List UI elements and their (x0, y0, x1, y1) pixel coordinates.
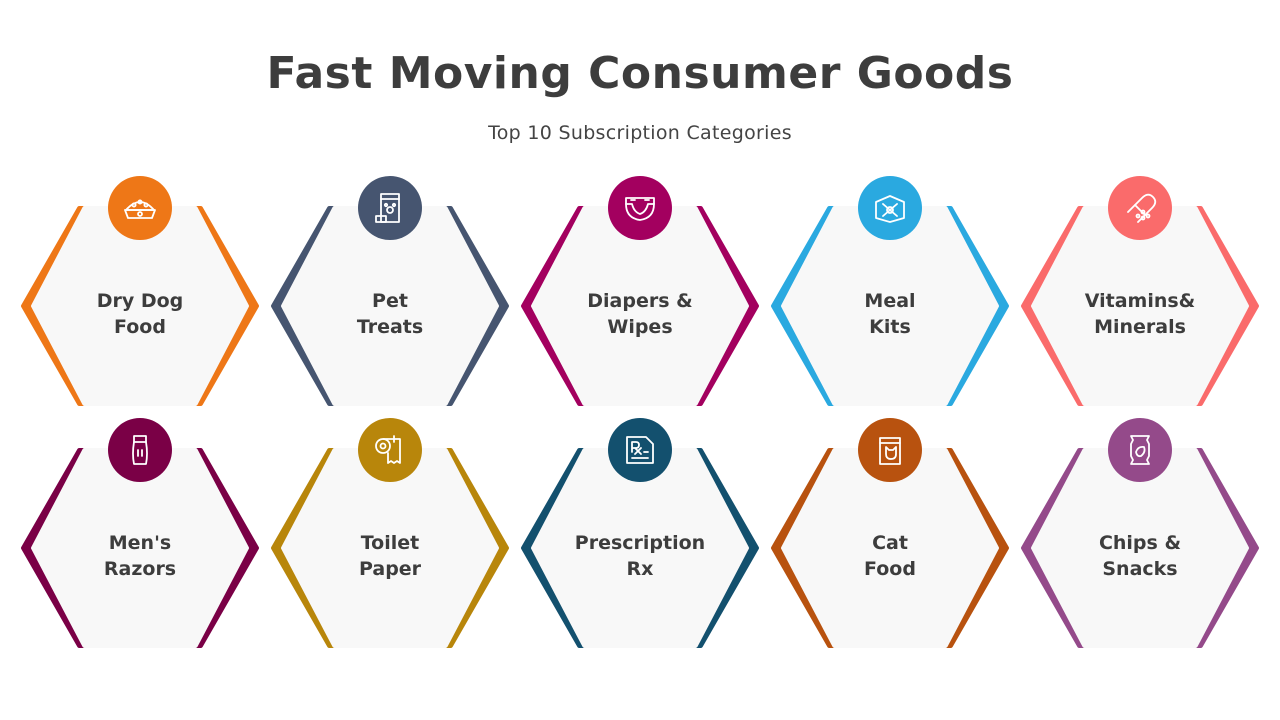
category-icon-badge (858, 418, 922, 482)
meal-kit-box-icon (875, 195, 905, 223)
category-card-cat-food: Cat Food (770, 418, 1010, 658)
hexagon-frame (1021, 206, 1259, 406)
category-label-line1: Men's (108, 532, 172, 554)
category-icon-badge (108, 176, 172, 240)
hexagon-frame (21, 206, 259, 406)
category-label-line1: Dry Dog (96, 290, 184, 312)
category-card-chips-snacks: Chips & Snacks (1020, 418, 1260, 658)
hexagon-frame (271, 206, 509, 406)
category-label: Vitamins& Minerals (1060, 288, 1220, 340)
category-label-line2: Wipes (607, 316, 673, 338)
category-label: Chips & Snacks (1060, 530, 1220, 582)
capsule-pills-icon (1127, 193, 1157, 223)
category-card-vitamins-minerals: Vitamins& Minerals (1020, 176, 1260, 416)
category-card-meal-kits: Meal Kits (770, 176, 1010, 416)
category-label-line2: Paper (358, 558, 422, 580)
page-subtitle: Top 10 Subscription Categories (488, 122, 792, 144)
category-label-line2: Food (864, 558, 916, 580)
category-label-line1: Cat (872, 532, 908, 554)
category-label-line1: Chips & (1098, 532, 1182, 554)
category-label-line1: Vitamins& (1084, 290, 1196, 312)
hexagon-frame (771, 448, 1009, 648)
category-icon-badge (358, 176, 422, 240)
electric-razor-icon (132, 435, 148, 465)
hexagon-frame (21, 448, 259, 648)
category-label-line2: Treats (356, 316, 424, 338)
category-label-line1: Pet (372, 290, 408, 312)
category-label: Dry Dog Food (60, 288, 220, 340)
category-icon-badge (358, 418, 422, 482)
category-label: Prescription Rx (560, 530, 720, 582)
category-label: Meal Kits (810, 288, 970, 340)
category-label-line2: Kits (869, 316, 911, 338)
dog-food-bowl-icon (124, 199, 156, 219)
category-card-diapers-wipes: Diapers & Wipes (520, 176, 760, 416)
category-label-line1: Toilet (360, 532, 420, 554)
category-label-line1: Diapers & (587, 290, 693, 312)
category-label-line2: Razors (103, 558, 177, 580)
category-card-toilet-paper: Toilet Paper (270, 418, 510, 658)
category-label-line2: Food (114, 316, 166, 338)
category-label-line1: Prescription (574, 532, 706, 554)
category-card-prescription-rx: Prescription Rx (520, 418, 760, 658)
hexagon-frame (521, 448, 759, 648)
category-icon-badge (858, 176, 922, 240)
category-label-line2: Minerals (1094, 316, 1186, 338)
category-label: Pet Treats (310, 288, 470, 340)
category-label: Men's Razors (60, 530, 220, 582)
category-label: Diapers & Wipes (560, 288, 720, 340)
category-icon-badge (1108, 418, 1172, 482)
toilet-paper-roll-icon (375, 435, 401, 464)
cat-food-bag-icon (879, 437, 901, 465)
category-icon-badge (608, 176, 672, 240)
pet-food-bag-icon (375, 193, 400, 223)
category-card-mens-razors: Men's Razors (20, 418, 260, 658)
hexagon-frame (271, 448, 509, 648)
category-icon-badge (1108, 176, 1172, 240)
diaper-icon (625, 197, 655, 221)
category-icon-badge (108, 418, 172, 482)
hexagon-frame (1021, 448, 1259, 648)
category-icon-badge (608, 418, 672, 482)
prescription-rx-icon (626, 436, 654, 464)
chips-bag-icon (1130, 435, 1150, 465)
category-label-line1: Meal (864, 290, 916, 312)
category-label-line2: Snacks (1102, 558, 1178, 580)
page-title: Fast Moving Consumer Goods (266, 48, 1014, 99)
hexagon-frame (771, 206, 1009, 406)
category-card-dry-dog-food: Dry Dog Food (20, 176, 260, 416)
category-label: Cat Food (810, 530, 970, 582)
category-label: Toilet Paper (310, 530, 470, 582)
category-label-line2: Rx (626, 558, 654, 580)
hexagon-frame (521, 206, 759, 406)
category-card-pet-treats: Pet Treats (270, 176, 510, 416)
